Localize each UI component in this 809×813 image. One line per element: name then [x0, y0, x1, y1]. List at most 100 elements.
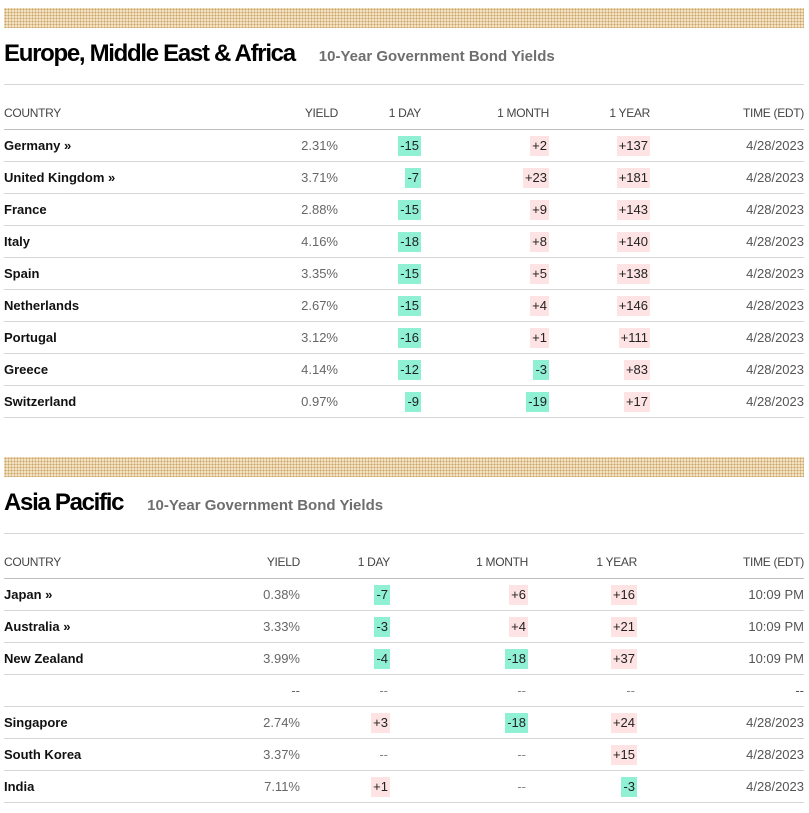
change-badge: -15: [398, 295, 421, 316]
emea-header: Europe, Middle East & Africa 10-Year Gov…: [4, 40, 804, 85]
table-row[interactable]: South Korea 3.37% -- -- +15 4/28/2023: [4, 738, 804, 771]
change-1day: -18: [338, 225, 421, 258]
change-badge: --: [517, 778, 526, 794]
table-row[interactable]: Netherlands 2.67% -15 +4 +146 4/28/2023: [4, 289, 804, 322]
col-1day[interactable]: 1 DAY: [338, 96, 421, 130]
change-badge: +21: [610, 616, 637, 637]
table-row[interactable]: Italy 4.16% -18 +8 +140 4/28/2023: [4, 225, 804, 258]
table-row[interactable]: France 2.88% -15 +9 +143 4/28/2023: [4, 193, 804, 226]
change-1day: -3: [300, 610, 390, 643]
change-1month: +6: [390, 578, 528, 611]
time-value: 4/28/2023: [650, 129, 804, 162]
change-1day: +3: [300, 706, 390, 739]
change-1month: -18: [390, 706, 528, 739]
yield-value: 3.99%: [184, 642, 300, 675]
change-1day: --: [300, 674, 390, 707]
table-row[interactable]: Switzerland 0.97% -9 -19 +17 4/28/2023: [4, 385, 804, 418]
change-1year: +37: [528, 642, 637, 675]
col-yield[interactable]: YIELD: [184, 545, 300, 579]
table-row[interactable]: India 7.11% +1 -- -3 4/28/2023: [4, 770, 804, 803]
change-badge: +146: [616, 295, 650, 316]
col-1month[interactable]: 1 MONTH: [421, 96, 549, 130]
change-badge: +181: [616, 167, 650, 188]
col-1year[interactable]: 1 YEAR: [528, 545, 637, 579]
change-badge: +137: [616, 135, 650, 156]
change-1day: -15: [338, 257, 421, 290]
change-badge: +5: [530, 263, 549, 284]
change-1day: -15: [338, 193, 421, 226]
table-row[interactable]: Portugal 3.12% -16 +1 +111 4/28/2023: [4, 321, 804, 354]
table-row[interactable]: Germany » 2.31% -15 +2 +137 4/28/2023: [4, 129, 804, 162]
change-1month: +4: [390, 610, 528, 643]
yield-value: 3.33%: [184, 610, 300, 643]
change-badge: +17: [623, 391, 650, 412]
table-row[interactable]: Spain 3.35% -15 +5 +138 4/28/2023: [4, 257, 804, 290]
change-badge: -3: [533, 359, 549, 380]
col-country[interactable]: COUNTRY: [4, 96, 204, 130]
change-1day: -4: [300, 642, 390, 675]
country-link[interactable]: France: [4, 193, 204, 226]
table-header-row: COUNTRY YIELD 1 DAY 1 MONTH 1 YEAR TIME …: [4, 545, 804, 579]
country-link[interactable]: South Korea: [4, 738, 184, 771]
table-row[interactable]: Japan » 0.38% -7 +6 +16 10:09 PM: [4, 578, 804, 611]
col-time[interactable]: TIME (EDT): [637, 545, 804, 579]
change-badge: +2: [530, 135, 549, 156]
yield-value: --: [184, 674, 300, 707]
change-1year: +146: [549, 289, 650, 322]
country-link[interactable]: Portugal: [4, 321, 204, 354]
country-link[interactable]: Spain: [4, 257, 204, 290]
change-1day: --: [300, 738, 390, 771]
yield-value: 2.31%: [204, 129, 338, 162]
yield-value: 0.97%: [204, 385, 338, 418]
change-badge: +140: [616, 231, 650, 252]
col-yield[interactable]: YIELD: [204, 96, 338, 130]
country-link[interactable]: Germany »: [4, 129, 204, 162]
country-link[interactable]: New Zealand: [4, 642, 184, 675]
table-row[interactable]: Singapore 2.74% +3 -18 +24 4/28/2023: [4, 706, 804, 739]
table-row[interactable]: Australia » 3.33% -3 +4 +21 10:09 PM: [4, 610, 804, 643]
change-badge: -3: [621, 776, 637, 797]
change-1year: -3: [528, 770, 637, 803]
col-1year[interactable]: 1 YEAR: [549, 96, 650, 130]
country-link[interactable]: United Kingdom »: [4, 161, 204, 194]
country-link[interactable]: India: [4, 770, 184, 803]
country-link[interactable]: Italy: [4, 225, 204, 258]
table-row[interactable]: -- -- -- -- --: [4, 674, 804, 707]
apac-subtitle: 10-Year Government Bond Yields: [147, 497, 384, 514]
change-badge: +24: [610, 712, 637, 733]
change-1day: -9: [338, 385, 421, 418]
change-1month: +1: [421, 321, 549, 354]
change-badge: -18: [505, 712, 528, 733]
change-badge: --: [517, 682, 526, 698]
country-link[interactable]: Netherlands: [4, 289, 204, 322]
change-1year: +181: [549, 161, 650, 194]
yield-value: 2.67%: [204, 289, 338, 322]
country-link[interactable]: Australia »: [4, 610, 184, 643]
change-1year: +143: [549, 193, 650, 226]
change-badge: -15: [398, 263, 421, 284]
section-divider-band: [4, 457, 804, 477]
change-badge: -15: [398, 199, 421, 220]
country-link[interactable]: Singapore: [4, 706, 184, 739]
table-row[interactable]: New Zealand 3.99% -4 -18 +37 10:09 PM: [4, 642, 804, 675]
change-1year: +15: [528, 738, 637, 771]
country-link[interactable]: Greece: [4, 353, 204, 386]
country-link[interactable]: Japan »: [4, 578, 184, 611]
col-1month[interactable]: 1 MONTH: [390, 545, 528, 579]
col-time[interactable]: TIME (EDT): [650, 96, 804, 130]
country-link[interactable]: Switzerland: [4, 385, 204, 418]
change-badge: +1: [530, 327, 549, 348]
col-1day[interactable]: 1 DAY: [300, 545, 390, 579]
yield-value: 3.37%: [184, 738, 300, 771]
country-link[interactable]: [4, 674, 184, 707]
table-header-row: COUNTRY YIELD 1 DAY 1 MONTH 1 YEAR TIME …: [4, 96, 804, 130]
col-country[interactable]: COUNTRY: [4, 545, 184, 579]
change-1day: -16: [338, 321, 421, 354]
change-badge: +3: [371, 712, 390, 733]
change-1month: +5: [421, 257, 549, 290]
change-1day: -7: [300, 578, 390, 611]
change-badge: -18: [398, 231, 421, 252]
change-1year: +140: [549, 225, 650, 258]
table-row[interactable]: Greece 4.14% -12 -3 +83 4/28/2023: [4, 353, 804, 386]
table-row[interactable]: United Kingdom » 3.71% -7 +23 +181 4/28/2023: [4, 161, 804, 194]
